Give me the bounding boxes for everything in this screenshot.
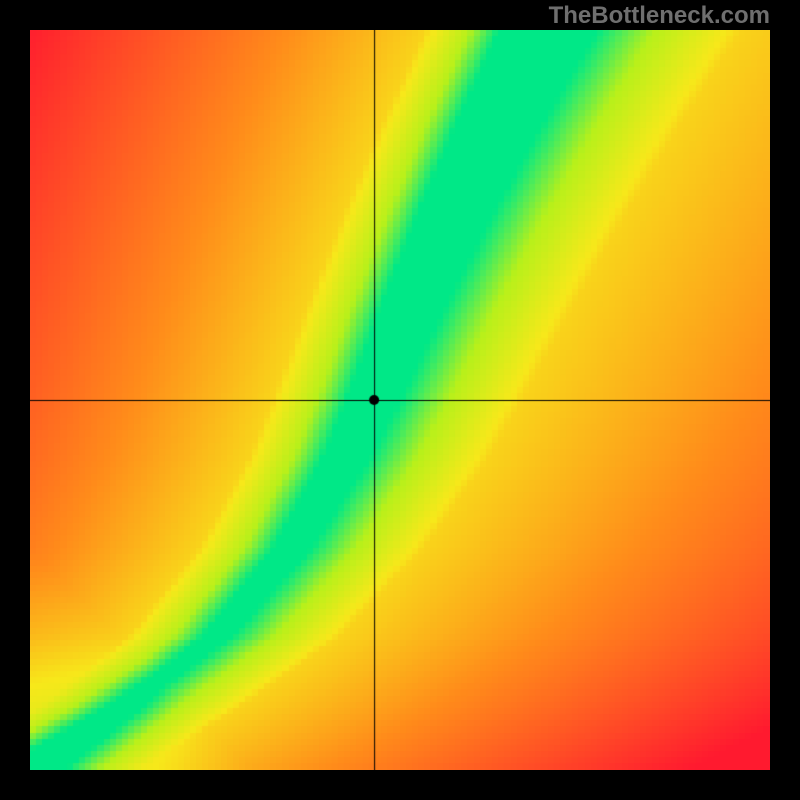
- chart-container: TheBottleneck.com: [0, 0, 800, 800]
- heatmap-canvas: [30, 30, 770, 770]
- watermark-text: TheBottleneck.com: [549, 2, 770, 30]
